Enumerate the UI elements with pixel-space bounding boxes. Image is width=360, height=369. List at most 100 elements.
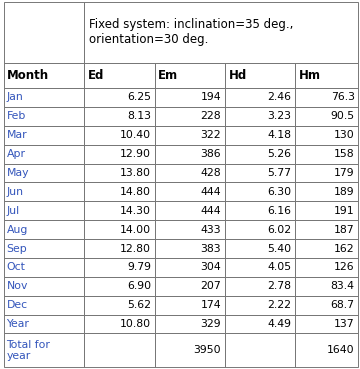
Bar — [85, 334, 155, 367]
Bar — [4, 296, 85, 315]
Bar — [225, 334, 295, 367]
Text: 194: 194 — [201, 93, 221, 103]
Text: 3.23: 3.23 — [267, 111, 292, 121]
Text: Month: Month — [7, 69, 49, 82]
Bar — [85, 63, 155, 88]
Text: 444: 444 — [201, 206, 221, 216]
Bar — [295, 296, 358, 315]
Bar — [225, 258, 295, 277]
Bar — [295, 315, 358, 334]
Text: 5.40: 5.40 — [267, 244, 292, 254]
Bar — [85, 258, 155, 277]
Bar — [4, 315, 85, 334]
Bar — [155, 315, 225, 334]
Text: 14.00: 14.00 — [120, 225, 151, 235]
Text: 76.3: 76.3 — [330, 93, 355, 103]
Bar — [85, 296, 155, 315]
Text: 9.79: 9.79 — [127, 262, 151, 272]
Bar — [295, 220, 358, 239]
Text: 386: 386 — [201, 149, 221, 159]
Text: Mar: Mar — [6, 130, 27, 140]
Text: 1640: 1640 — [327, 345, 355, 355]
Bar — [85, 277, 155, 296]
Text: Feb: Feb — [6, 111, 26, 121]
Text: 6.30: 6.30 — [267, 187, 292, 197]
Bar — [85, 182, 155, 201]
Bar — [155, 163, 225, 182]
Bar — [155, 258, 225, 277]
Bar — [225, 296, 295, 315]
Bar — [4, 126, 85, 145]
Text: 433: 433 — [201, 225, 221, 235]
Text: Hd: Hd — [229, 69, 247, 82]
Text: Fixed system: inclination=35 deg.,
orientation=30 deg.: Fixed system: inclination=35 deg., orien… — [89, 18, 293, 46]
Bar — [225, 315, 295, 334]
Bar — [4, 258, 85, 277]
Bar — [155, 107, 225, 126]
Bar — [225, 163, 295, 182]
Bar — [4, 334, 85, 367]
Text: 228: 228 — [201, 111, 221, 121]
Text: Year: Year — [6, 319, 30, 329]
Bar — [85, 201, 155, 220]
Text: 12.90: 12.90 — [120, 149, 151, 159]
Bar — [4, 63, 85, 88]
Text: 174: 174 — [201, 300, 221, 310]
Bar — [155, 182, 225, 201]
Bar — [85, 88, 155, 107]
Text: 189: 189 — [334, 187, 355, 197]
Text: 12.80: 12.80 — [120, 244, 151, 254]
Bar — [85, 239, 155, 258]
Text: Ed: Ed — [88, 69, 104, 82]
Text: 4.05: 4.05 — [267, 262, 292, 272]
Text: 8.13: 8.13 — [127, 111, 151, 121]
Text: 4.49: 4.49 — [267, 319, 292, 329]
Bar — [155, 145, 225, 163]
Text: 14.80: 14.80 — [120, 187, 151, 197]
Text: 2.22: 2.22 — [267, 300, 292, 310]
Text: 4.18: 4.18 — [267, 130, 292, 140]
Text: 5.26: 5.26 — [267, 149, 292, 159]
Bar — [225, 126, 295, 145]
Text: 162: 162 — [334, 244, 355, 254]
Bar — [4, 201, 85, 220]
Text: Hm: Hm — [299, 69, 321, 82]
Bar — [4, 277, 85, 296]
Text: 68.7: 68.7 — [330, 300, 355, 310]
Text: 90.5: 90.5 — [330, 111, 355, 121]
Bar — [155, 126, 225, 145]
Bar — [155, 296, 225, 315]
Bar — [4, 163, 85, 182]
Text: Jun: Jun — [6, 187, 23, 197]
Text: Apr: Apr — [6, 149, 26, 159]
Text: 6.25: 6.25 — [127, 93, 151, 103]
Bar — [295, 163, 358, 182]
Text: 191: 191 — [334, 206, 355, 216]
Text: Em: Em — [158, 69, 179, 82]
Bar — [295, 145, 358, 163]
Text: 158: 158 — [334, 149, 355, 159]
Text: Nov: Nov — [6, 281, 28, 291]
Text: 187: 187 — [334, 225, 355, 235]
Text: 14.30: 14.30 — [120, 206, 151, 216]
Bar — [4, 88, 85, 107]
Bar — [225, 63, 295, 88]
Text: Dec: Dec — [6, 300, 28, 310]
Bar — [155, 239, 225, 258]
Text: 10.40: 10.40 — [120, 130, 151, 140]
Text: 6.90: 6.90 — [127, 281, 151, 291]
Bar — [4, 239, 85, 258]
Bar — [155, 220, 225, 239]
Text: 444: 444 — [201, 187, 221, 197]
Bar — [295, 277, 358, 296]
Text: 2.78: 2.78 — [267, 281, 292, 291]
Bar — [85, 315, 155, 334]
Text: 5.62: 5.62 — [127, 300, 151, 310]
Bar — [4, 145, 85, 163]
Bar — [225, 201, 295, 220]
Text: 10.80: 10.80 — [120, 319, 151, 329]
Text: May: May — [6, 168, 29, 178]
Bar — [155, 334, 225, 367]
Bar — [295, 126, 358, 145]
Bar — [295, 63, 358, 88]
